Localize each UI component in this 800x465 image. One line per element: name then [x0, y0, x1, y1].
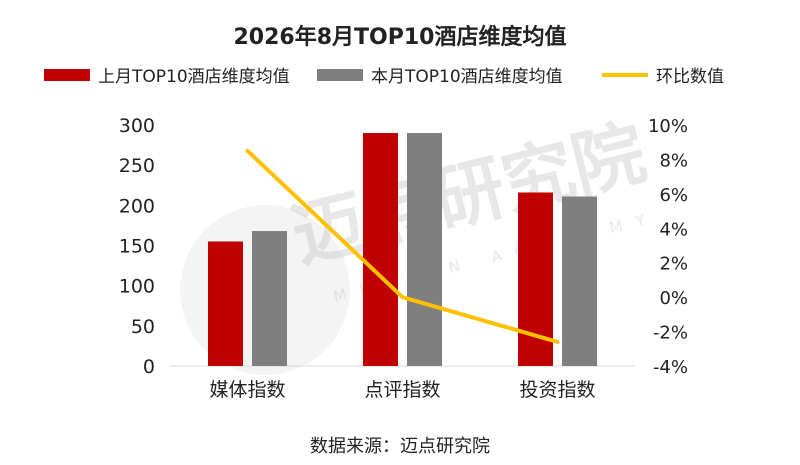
- y-left-tick-label: 300: [119, 115, 155, 137]
- y-left-tick-label: 250: [119, 155, 155, 177]
- y-right-tick-label: 0%: [659, 288, 688, 309]
- legend-label-this-month: 本月TOP10酒店维度均值: [371, 67, 563, 87]
- bar-last-month: [363, 133, 398, 366]
- y-left-tick-label: 50: [131, 316, 155, 338]
- x-category-label: 点评指数: [364, 379, 440, 401]
- x-category-label: 媒体指数: [209, 379, 285, 401]
- y-right-tick-label: 4%: [659, 219, 688, 240]
- x-axis-categories: 媒体指数 点评指数 投资指数: [209, 379, 595, 401]
- y-left-tick-label: 150: [119, 236, 155, 258]
- legend: 上月TOP10酒店维度均值 本月TOP10酒店维度均值 环比数值: [44, 67, 724, 87]
- legend-swatch-last-month: [44, 69, 90, 81]
- y-axis-left: 0 50 100 150 200 250 300: [119, 115, 155, 378]
- legend-label-mom: 环比数值: [656, 67, 724, 87]
- bar-this-month: [562, 196, 597, 366]
- y-right-tick-label: 6%: [659, 185, 688, 206]
- y-right-tick-label: -4%: [653, 357, 688, 378]
- y-left-tick-label: 0: [143, 356, 155, 378]
- y-right-tick-label: -2%: [653, 323, 688, 344]
- y-left-tick-label: 100: [119, 276, 155, 298]
- legend-item-last-month: 上月TOP10酒店维度均值: [44, 67, 290, 87]
- legend-item-mom: 环比数值: [602, 67, 724, 87]
- legend-swatch-this-month: [317, 69, 363, 81]
- y-right-tick-label: 10%: [648, 116, 688, 137]
- bar-last-month: [208, 241, 243, 366]
- x-category-label: 投资指数: [519, 379, 595, 401]
- chart-title: 2026年8月TOP10酒店维度均值: [234, 24, 567, 50]
- bar-this-month: [252, 231, 287, 366]
- legend-item-this-month: 本月TOP10酒店维度均值: [317, 67, 563, 87]
- mom-line: [245, 148, 560, 344]
- y-left-tick-label: 200: [119, 195, 155, 217]
- y-right-tick-label: 8%: [659, 150, 688, 171]
- y-axis-right: -4% -2% 0% 2% 4% 6% 8% 10%: [648, 116, 688, 378]
- y-right-tick-label: 2%: [659, 254, 688, 275]
- source-note: 数据来源：迈点研究院: [310, 436, 490, 457]
- mom-line-series: [245, 148, 560, 344]
- watermark-cn: 迈点研究院: [284, 110, 654, 279]
- legend-label-last-month: 上月TOP10酒店维度均值: [98, 67, 290, 87]
- bar-this-month: [407, 133, 442, 366]
